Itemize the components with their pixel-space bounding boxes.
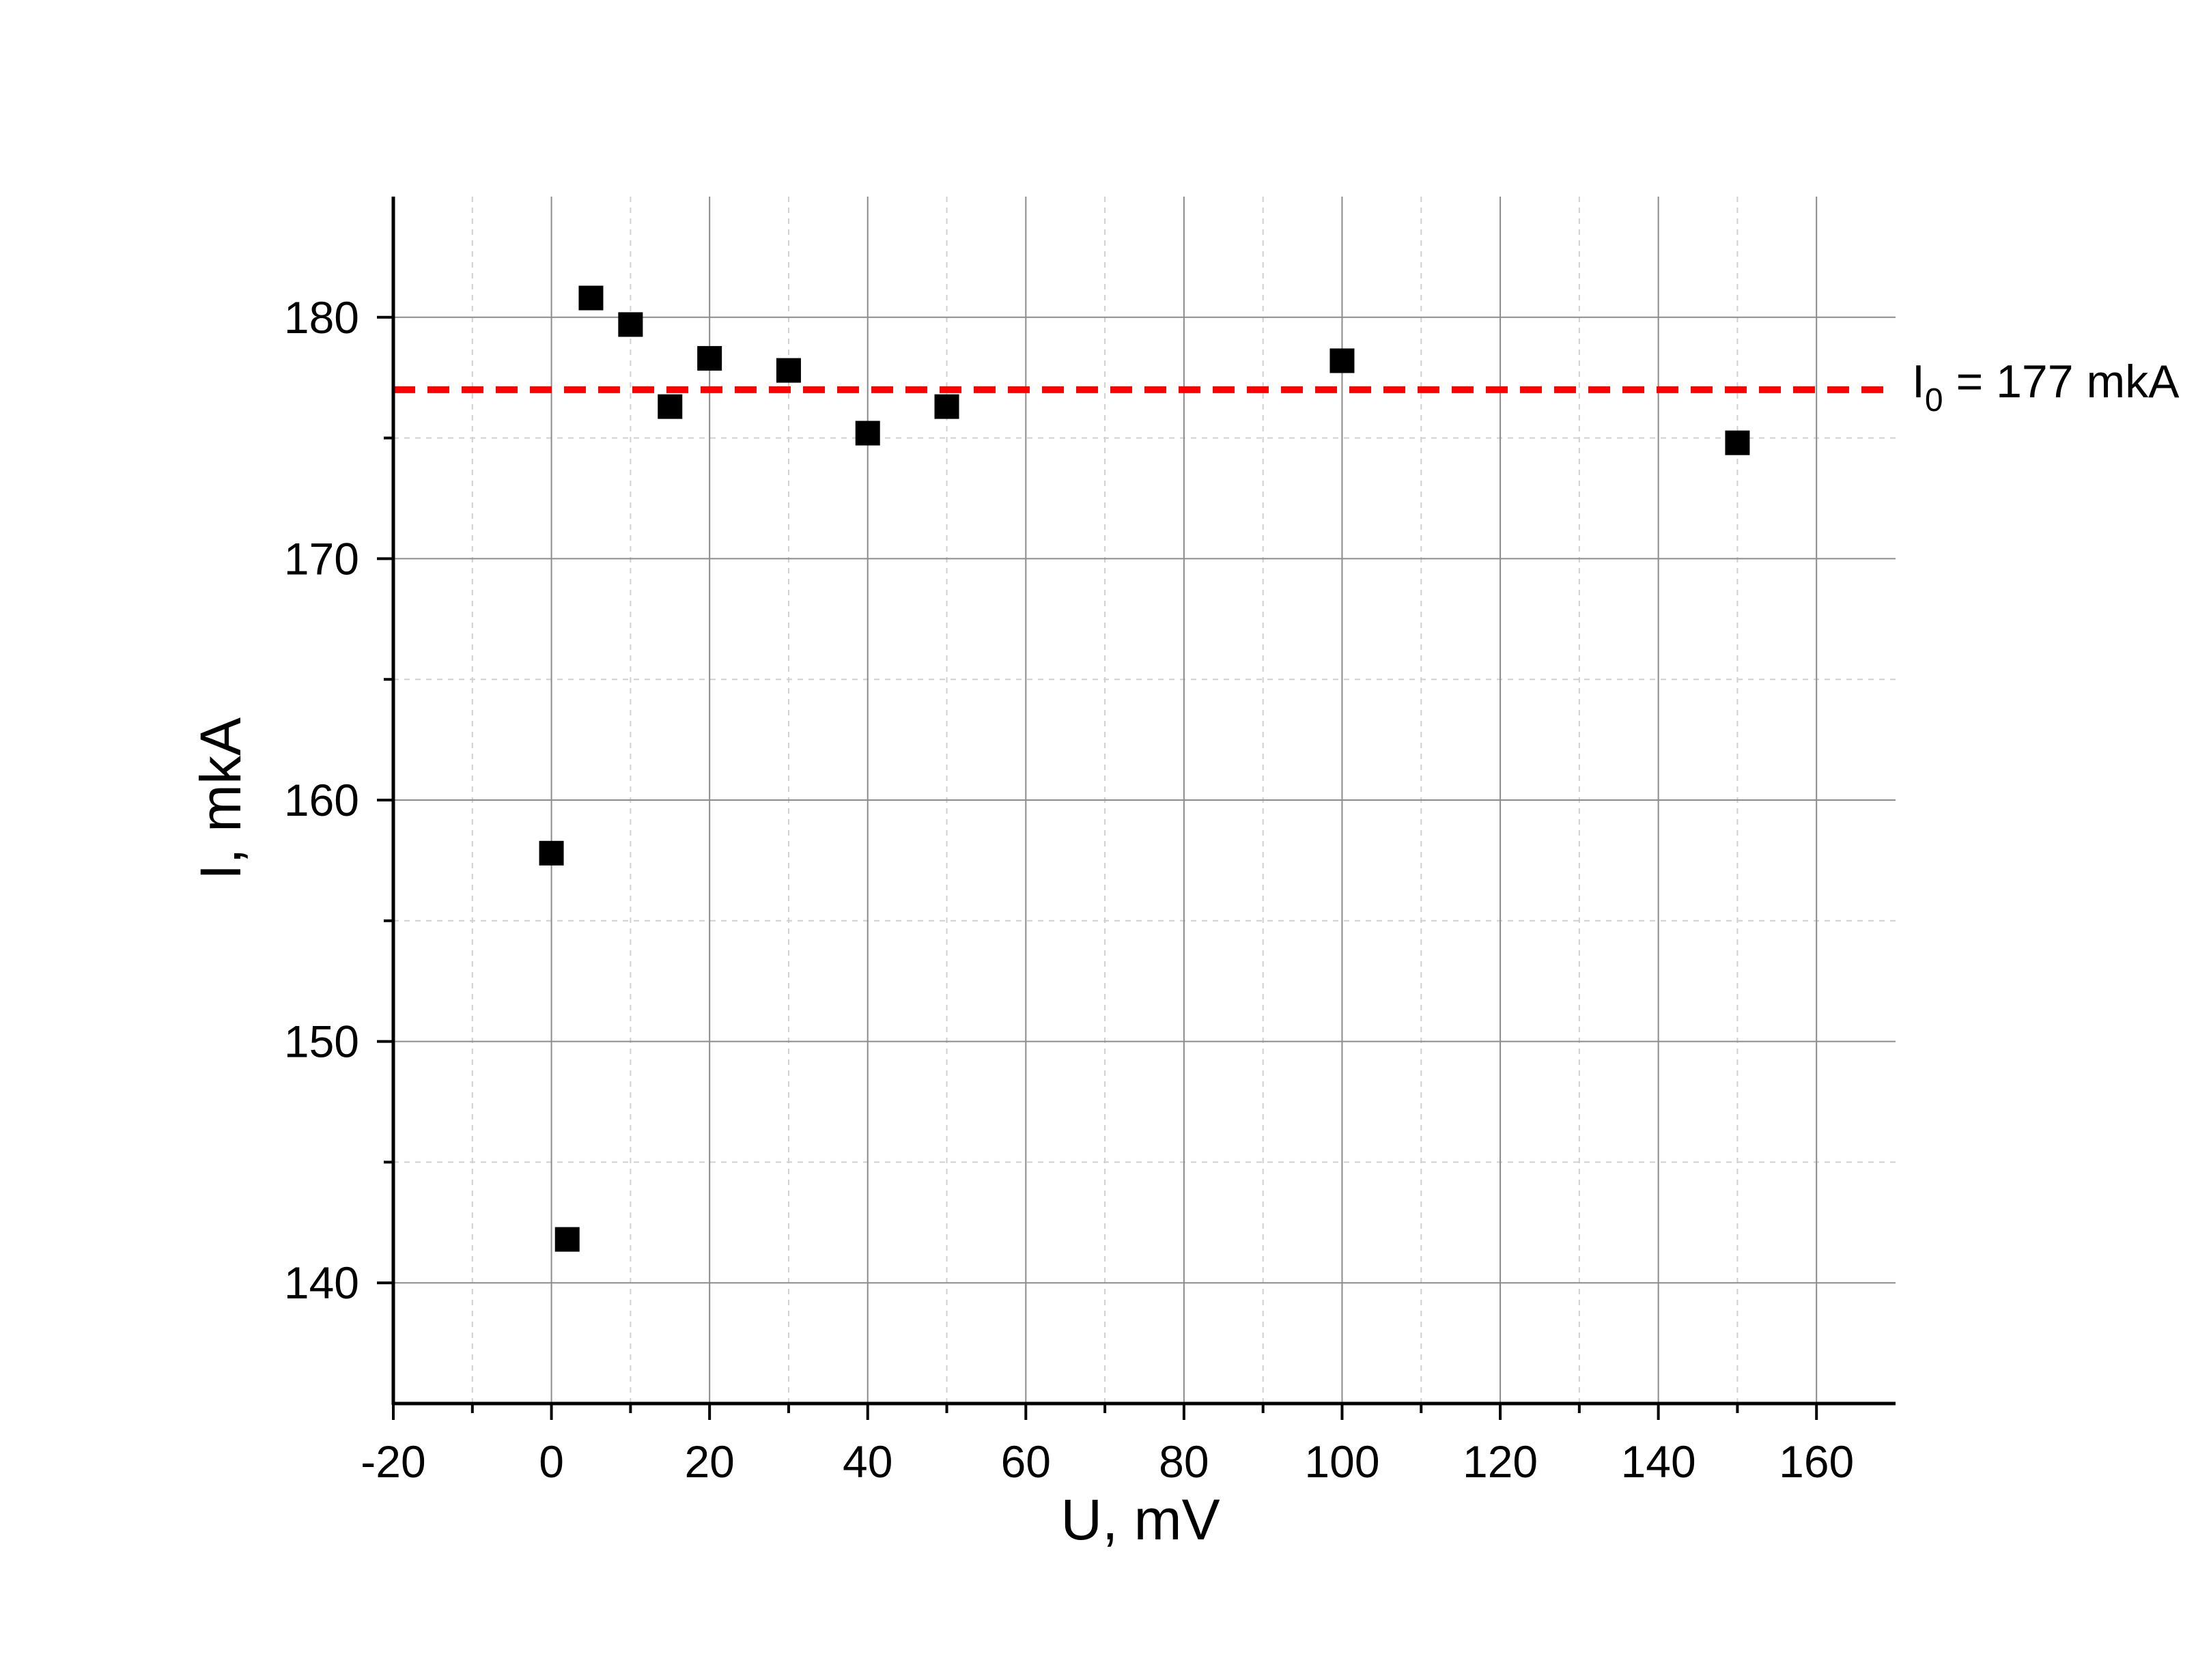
y-tick-label: 180: [284, 292, 359, 343]
x-tick-label: 120: [1463, 1436, 1538, 1487]
y-tick-label: 170: [284, 533, 359, 584]
reference-line-label: I0 = 177 mkA: [1912, 356, 2180, 418]
data-point: [855, 421, 880, 446]
data-point: [554, 1227, 580, 1252]
x-tick-label: 100: [1304, 1436, 1379, 1487]
ticks: -20 0 20 40 60 80 100 120 140 160 140 150 160 170 180: [284, 292, 1854, 1487]
data-point: [934, 394, 959, 419]
data-point: [618, 312, 643, 337]
data-point: [539, 840, 564, 866]
y-tick-label: 160: [284, 775, 359, 825]
data-point: [1725, 430, 1750, 455]
grid: [393, 197, 1896, 1404]
y-tick-label: 150: [284, 1016, 359, 1067]
data-point: [658, 394, 683, 419]
x-tick-label: 160: [1779, 1436, 1854, 1487]
x-tick-label: 140: [1621, 1436, 1696, 1487]
data-point: [697, 345, 722, 371]
y-axis-title: I, mkA: [188, 717, 253, 880]
data-points: [539, 285, 1750, 1252]
data-point: [1329, 348, 1355, 373]
y-tick-label: 140: [284, 1257, 359, 1308]
x-tick-label: 80: [1159, 1436, 1209, 1487]
data-point: [776, 358, 801, 383]
x-tick-label: -20: [361, 1436, 425, 1487]
x-tick-label: 0: [539, 1436, 564, 1487]
x-axis-title: U, mV: [1060, 1487, 1220, 1552]
x-tick-label: 20: [684, 1436, 734, 1487]
data-point: [578, 285, 604, 311]
x-tick-label: 60: [1001, 1436, 1051, 1487]
x-tick-label: 40: [843, 1436, 892, 1487]
